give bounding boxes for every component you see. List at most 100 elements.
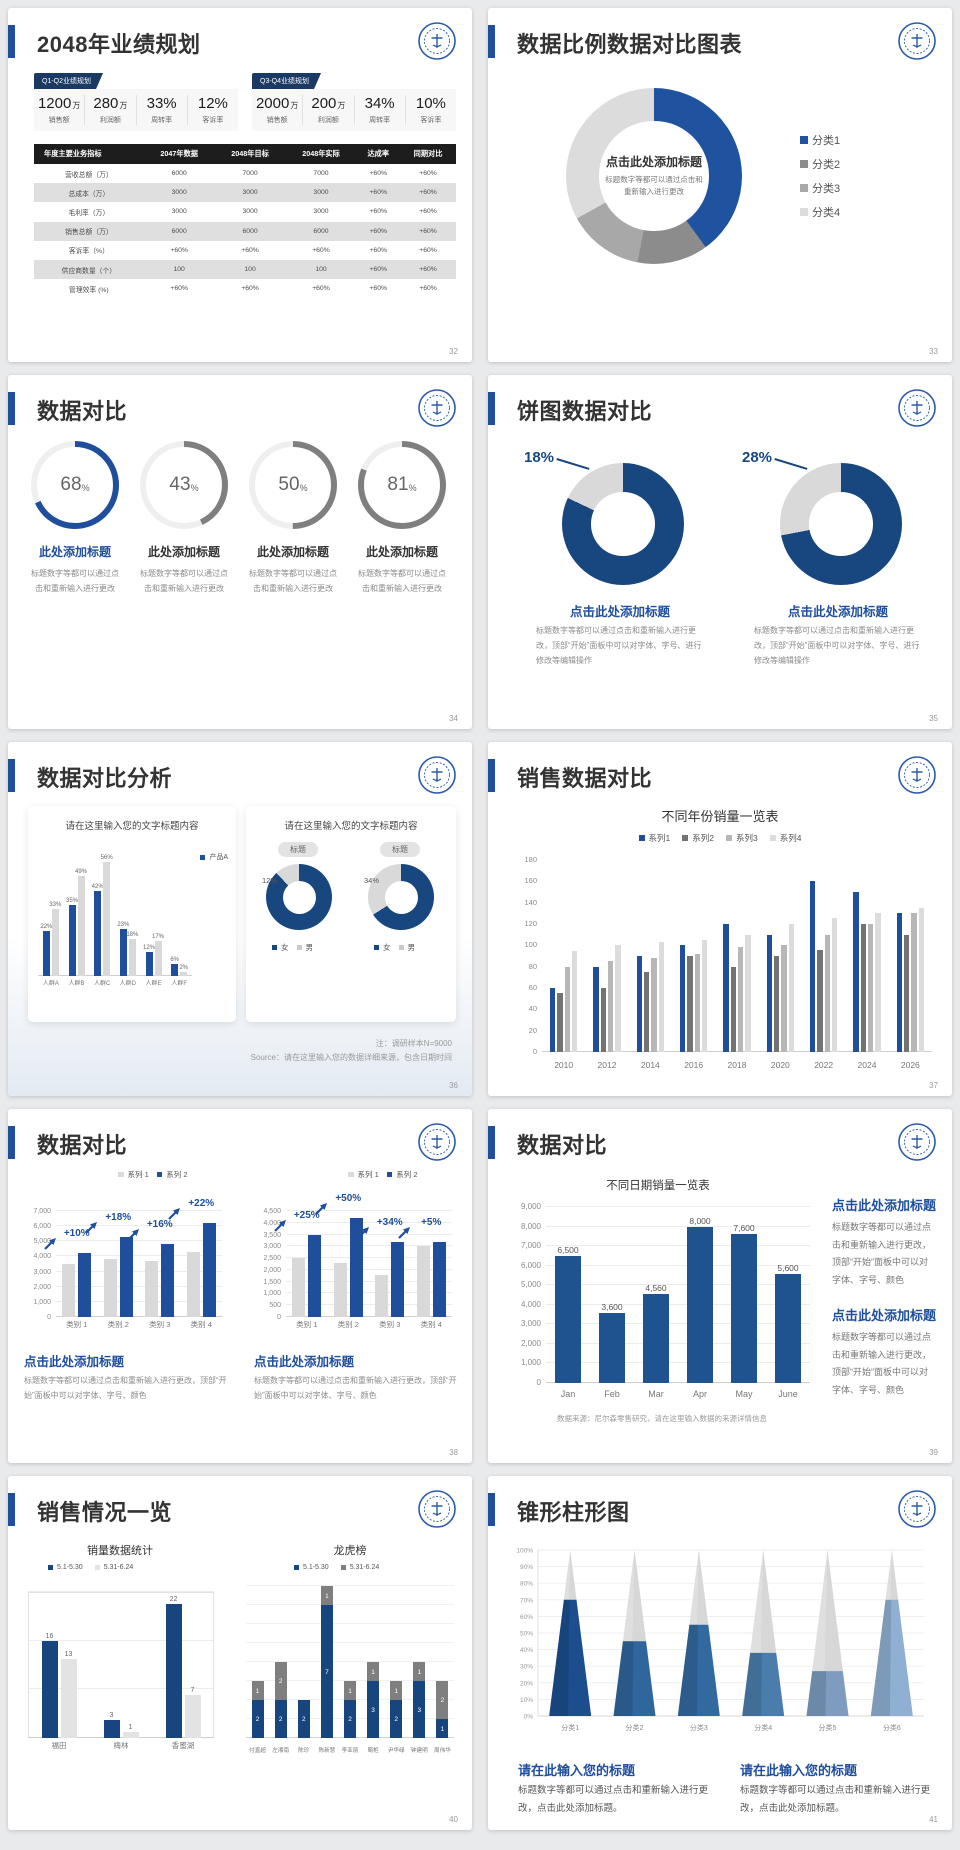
bar (788, 924, 795, 1052)
bar-segment-blue (390, 1700, 403, 1738)
bar-label: 3,600 (601, 1301, 623, 1312)
stat-value: 2000 (255, 95, 290, 112)
gauge-desc: 标题数字等都可以通过点击和重新输入进行更改 (249, 569, 337, 594)
x-label: 福田 (51, 1741, 67, 1750)
stat-unit: 万 (337, 101, 346, 110)
table-cell: +60% (369, 246, 388, 254)
grid-line (286, 1292, 452, 1294)
y-tick: 7,000 (33, 1208, 51, 1215)
stat-cell: 12% 客诉率 (188, 95, 238, 125)
slide-header: 饼图数据对比 (488, 389, 952, 431)
gauge-number: 43 (169, 474, 191, 495)
block-title: 请在此输入您的标题 (518, 1763, 636, 1778)
x-label: Mar (648, 1389, 664, 1399)
legend-item: 女 (272, 942, 289, 953)
table-cell: 6000 (313, 227, 329, 235)
callout-line (774, 458, 808, 470)
table-cell: +60% (312, 285, 330, 293)
bar (103, 1719, 120, 1738)
stat-value-line: 10% (406, 95, 456, 113)
block-desc: 标题数字等都可以通过点击和重新输入进行更改，顶部“开始”面板中可以对字体、字号、… (832, 1222, 932, 1285)
y-tick: 3,000 (33, 1268, 51, 1276)
x-label: 香蜜湖 (171, 1741, 195, 1750)
grid-line (286, 1221, 452, 1223)
segment-label: 2 (348, 1716, 352, 1723)
accent-bar (488, 1126, 495, 1159)
bar-segment-blue (436, 1719, 449, 1738)
grid-line (246, 1680, 454, 1681)
gauge-ring (358, 441, 446, 529)
table-row: 客诉率（%） +60% +60% +60% +60% +60% (34, 240, 456, 260)
table-cell: +60% (369, 227, 388, 235)
gender-pct-label: 34% (364, 876, 380, 885)
x-label: 人群C (93, 981, 111, 987)
stat-value-line: 280万 (85, 95, 135, 113)
block-title: 点击此处添加标题 (832, 1308, 937, 1323)
grid-line (286, 1233, 452, 1235)
gauge-title: 此处添加标题 (256, 545, 329, 559)
svg-text:30%: 30% (520, 1664, 533, 1671)
legend-swatch (156, 1171, 163, 1178)
delta-label: +25% (293, 1209, 320, 1221)
bar-label: 49% (74, 869, 87, 876)
bar (416, 1246, 430, 1317)
stat-value-line: 1200万 (34, 95, 84, 113)
pie-donut (562, 463, 684, 585)
page-number: 32 (449, 347, 458, 356)
x-label: 人群A (42, 981, 59, 987)
bar (145, 1260, 159, 1317)
slide-title: 数据对比 (37, 399, 128, 424)
stat-label: 利润额 (99, 117, 121, 124)
x-label: 2012 (597, 1060, 617, 1070)
legend-item: 系列 2 (386, 1169, 418, 1180)
stat-value: 33% (146, 95, 177, 112)
x-label: 2010 (554, 1060, 574, 1070)
stat-value: 280 (93, 95, 119, 112)
legend-label: 产品A (209, 854, 228, 861)
callout-line (556, 458, 590, 470)
slide-header: 数据对比分析 (8, 756, 472, 798)
bar (564, 966, 571, 1052)
slide-title: 数据对比分析 (37, 766, 173, 791)
slide-38: 数据对比 系列 1 系列 2 0 1,000 2,000 3,000 4,000 5,000 6… (8, 1109, 472, 1463)
legend-item: 系列3 (726, 832, 758, 844)
bar (658, 942, 665, 1052)
accent-bar (488, 25, 495, 58)
svg-text:0%: 0% (524, 1714, 534, 1721)
legend-label: 分类2 (812, 159, 841, 171)
slide-content: 不同年份销量一览表 系列1 系列2 系列3 系列4 0 20 40 60 80 100 120 140 1… (488, 800, 952, 1096)
table-row: 管理效率 (%) +60% +60% +60% +60% +60% (34, 279, 456, 299)
school-logo-icon (898, 1490, 936, 1528)
bar (119, 1236, 133, 1317)
svg-text:分类3: 分类3 (690, 1723, 708, 1732)
school-logo-icon (418, 22, 456, 60)
slide-content: 0% 10% 20% 30% 40% 50% 60% 70% 80% 90% 100% 分类1 分类2 分… (488, 1534, 952, 1830)
gauge-value: 81% (358, 441, 446, 529)
bar (687, 1226, 713, 1383)
bar (555, 1255, 581, 1383)
segment-label: 1 (255, 1687, 260, 1695)
grid-line (246, 1623, 454, 1624)
table-cell: 7000 (242, 170, 258, 178)
gauge-number: 81 (387, 474, 409, 495)
delta-label: +50% (335, 1193, 362, 1205)
bar (607, 961, 614, 1052)
legend-item: 系列2 (682, 832, 714, 844)
legend-item: 男 (398, 942, 415, 953)
legend-item: 分类4 (800, 204, 840, 220)
stat-cell: 1200万 销售额 (34, 95, 86, 125)
legend-swatch (296, 945, 302, 950)
y-tick: 0 (536, 1378, 541, 1387)
school-logo-icon (417, 1122, 457, 1162)
legend-label: 分类4 (812, 207, 841, 219)
stat-label: 周转率 (151, 117, 173, 124)
table-cell: 100 (315, 266, 327, 274)
slide-39: 数据对比 不同日期销量一览表 0 1,000 2,000 3,000 4,000 5,000… (488, 1109, 952, 1463)
up-arrow-icon (168, 1208, 181, 1220)
donut-hole (384, 880, 418, 914)
page-number: 39 (929, 1448, 938, 1457)
y-tick: 5,000 (520, 1280, 541, 1290)
analysis-card-right: 请在这里输入您的文字标题内容 标题 12% 女男标题 34% 女男 (246, 806, 456, 1022)
slide-header: 数据对比 (488, 1123, 952, 1165)
slide-36: 数据对比分析 请在这里输入您的文字标题内容 人群A 人群B 人群C 人群D 人群E 人群F 2… (8, 742, 472, 1096)
